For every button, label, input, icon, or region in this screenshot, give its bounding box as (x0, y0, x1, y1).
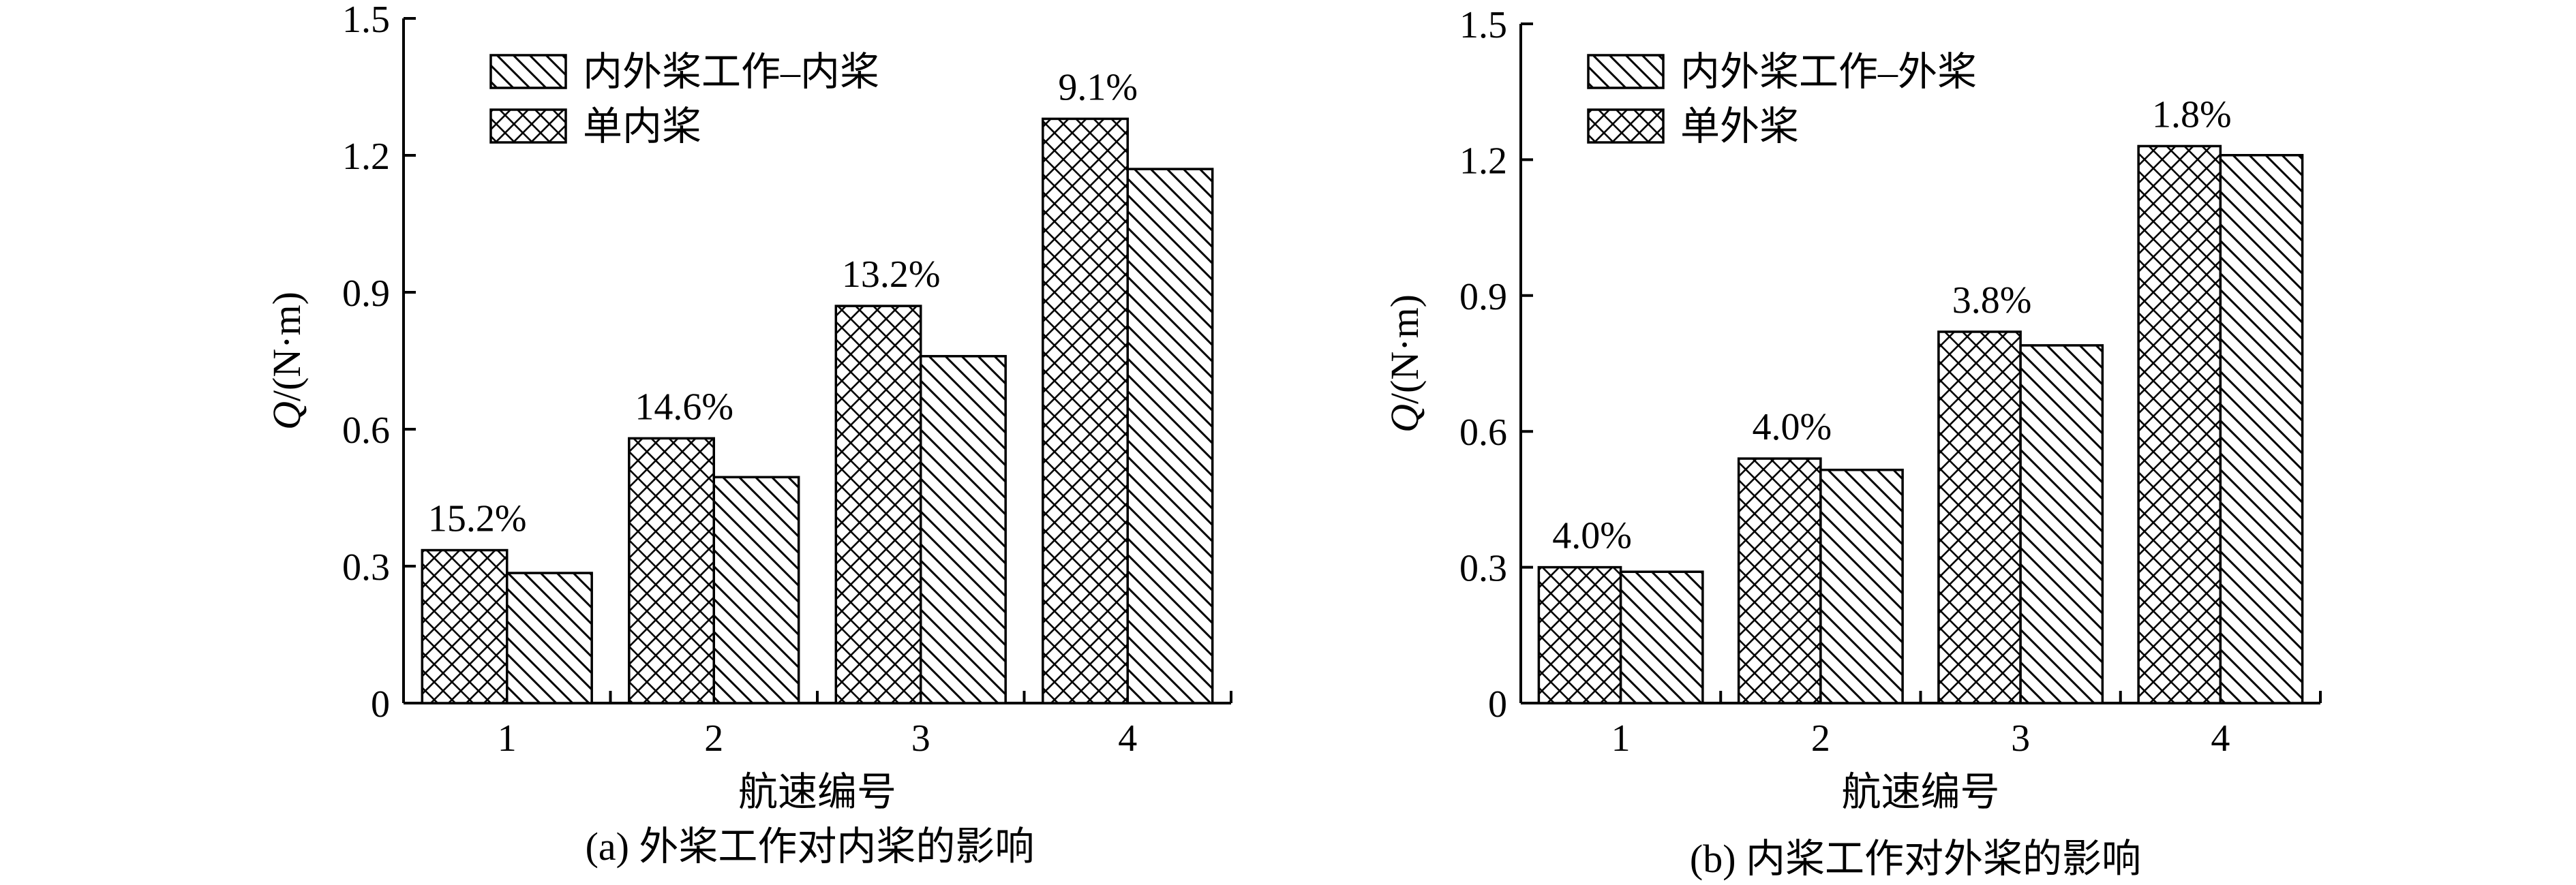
bar-single (1042, 117, 1129, 704)
y-tick-label: 0 (1488, 683, 1507, 726)
y-axis-title: Q/(N·m) (264, 292, 309, 430)
percent-annotation: 15.2% (428, 498, 527, 540)
y-tick-label: 1.5 (342, 0, 390, 41)
chart-panel-a: 0 0.3 0.6 0.9 1.2 1.5 1 15.2% 2 14.6% 3 13.2% 4 9.1% 航… (264, 0, 1232, 869)
x-tick-label: 3 (911, 717, 930, 760)
legend-swatch (1587, 54, 1665, 89)
bar-single (628, 437, 715, 704)
y-tick-label: 0.3 (1459, 548, 1507, 590)
x-axis-title: 航速编号 (1841, 770, 1999, 814)
bar-combined (1126, 168, 1214, 704)
bar-single (421, 548, 509, 704)
bar-combined (1819, 468, 1904, 704)
y-tick-label: 0.6 (1459, 412, 1507, 454)
y-axis-symbol: Q (264, 401, 309, 430)
y-axis-title: Q/(N·m) (1382, 294, 1427, 433)
bar-combined (712, 476, 800, 704)
percent-annotation: 3.8% (1952, 279, 2032, 322)
y-tick-label: 1.2 (342, 136, 390, 178)
bar-single (1737, 457, 1822, 704)
y-tick-label: 0.6 (342, 409, 390, 452)
x-tick-label: 3 (2011, 717, 2030, 760)
y-tick-label: 0.9 (1459, 276, 1507, 318)
percent-annotation: 9.1% (1058, 66, 1138, 108)
y-tick-label: 0 (371, 683, 390, 726)
bar-single (2137, 144, 2222, 704)
bar-combined (506, 572, 593, 704)
legend-swatch (489, 54, 567, 89)
percent-annotation: 4.0% (1552, 515, 1632, 557)
x-tick-label: 4 (1118, 717, 1137, 760)
legend-label: 单内桨 (583, 104, 701, 149)
legend-label: 内外桨工作–外桨 (1680, 50, 1977, 94)
x-tick-label: 1 (498, 717, 517, 760)
y-axis-unit: /(N·m) (1382, 294, 1427, 404)
y-tick-label: 0.9 (342, 273, 390, 315)
y-axis-symbol: Q (1382, 404, 1427, 433)
percent-annotation: 1.8% (2152, 93, 2232, 136)
bar-combined (1619, 570, 1704, 704)
x-tick-label: 2 (1811, 717, 1830, 760)
bar-single (1537, 565, 1622, 704)
x-axis-title: 航速编号 (738, 770, 896, 814)
x-tick-label: 2 (704, 717, 723, 760)
y-tick-label: 1.5 (1459, 4, 1507, 46)
bar-single (834, 305, 922, 704)
legend-swatch (1587, 108, 1665, 144)
bar-single (1937, 330, 2022, 704)
x-tick-label: 1 (1611, 717, 1631, 760)
percent-annotation: 13.2% (842, 253, 941, 296)
figure-caption: (a) 外桨工作对内桨的影响 (586, 824, 1035, 869)
legend-label: 内外桨工作–内桨 (583, 50, 879, 94)
y-tick-label: 1.2 (1459, 140, 1507, 182)
x-tick-label: 4 (2211, 717, 2230, 760)
bar-combined (920, 355, 1007, 704)
bar-combined (2019, 344, 2104, 704)
y-tick-label: 0.3 (342, 546, 390, 589)
percent-annotation: 14.6% (635, 386, 733, 428)
y-axis-unit: /(N·m) (264, 292, 309, 401)
legend-label: 单外桨 (1680, 104, 1799, 149)
chart-panel-b: 0 0.3 0.6 0.9 1.2 1.5 1 4.0% 2 4.0% 3 3.8% 4 1.8% 航速编号… (1382, 4, 2322, 881)
figure-caption: (b) 内桨工作对外桨的影响 (1690, 837, 2141, 881)
bar-combined (2219, 154, 2304, 704)
legend-swatch (489, 108, 567, 144)
percent-annotation: 4.0% (1752, 406, 1832, 448)
